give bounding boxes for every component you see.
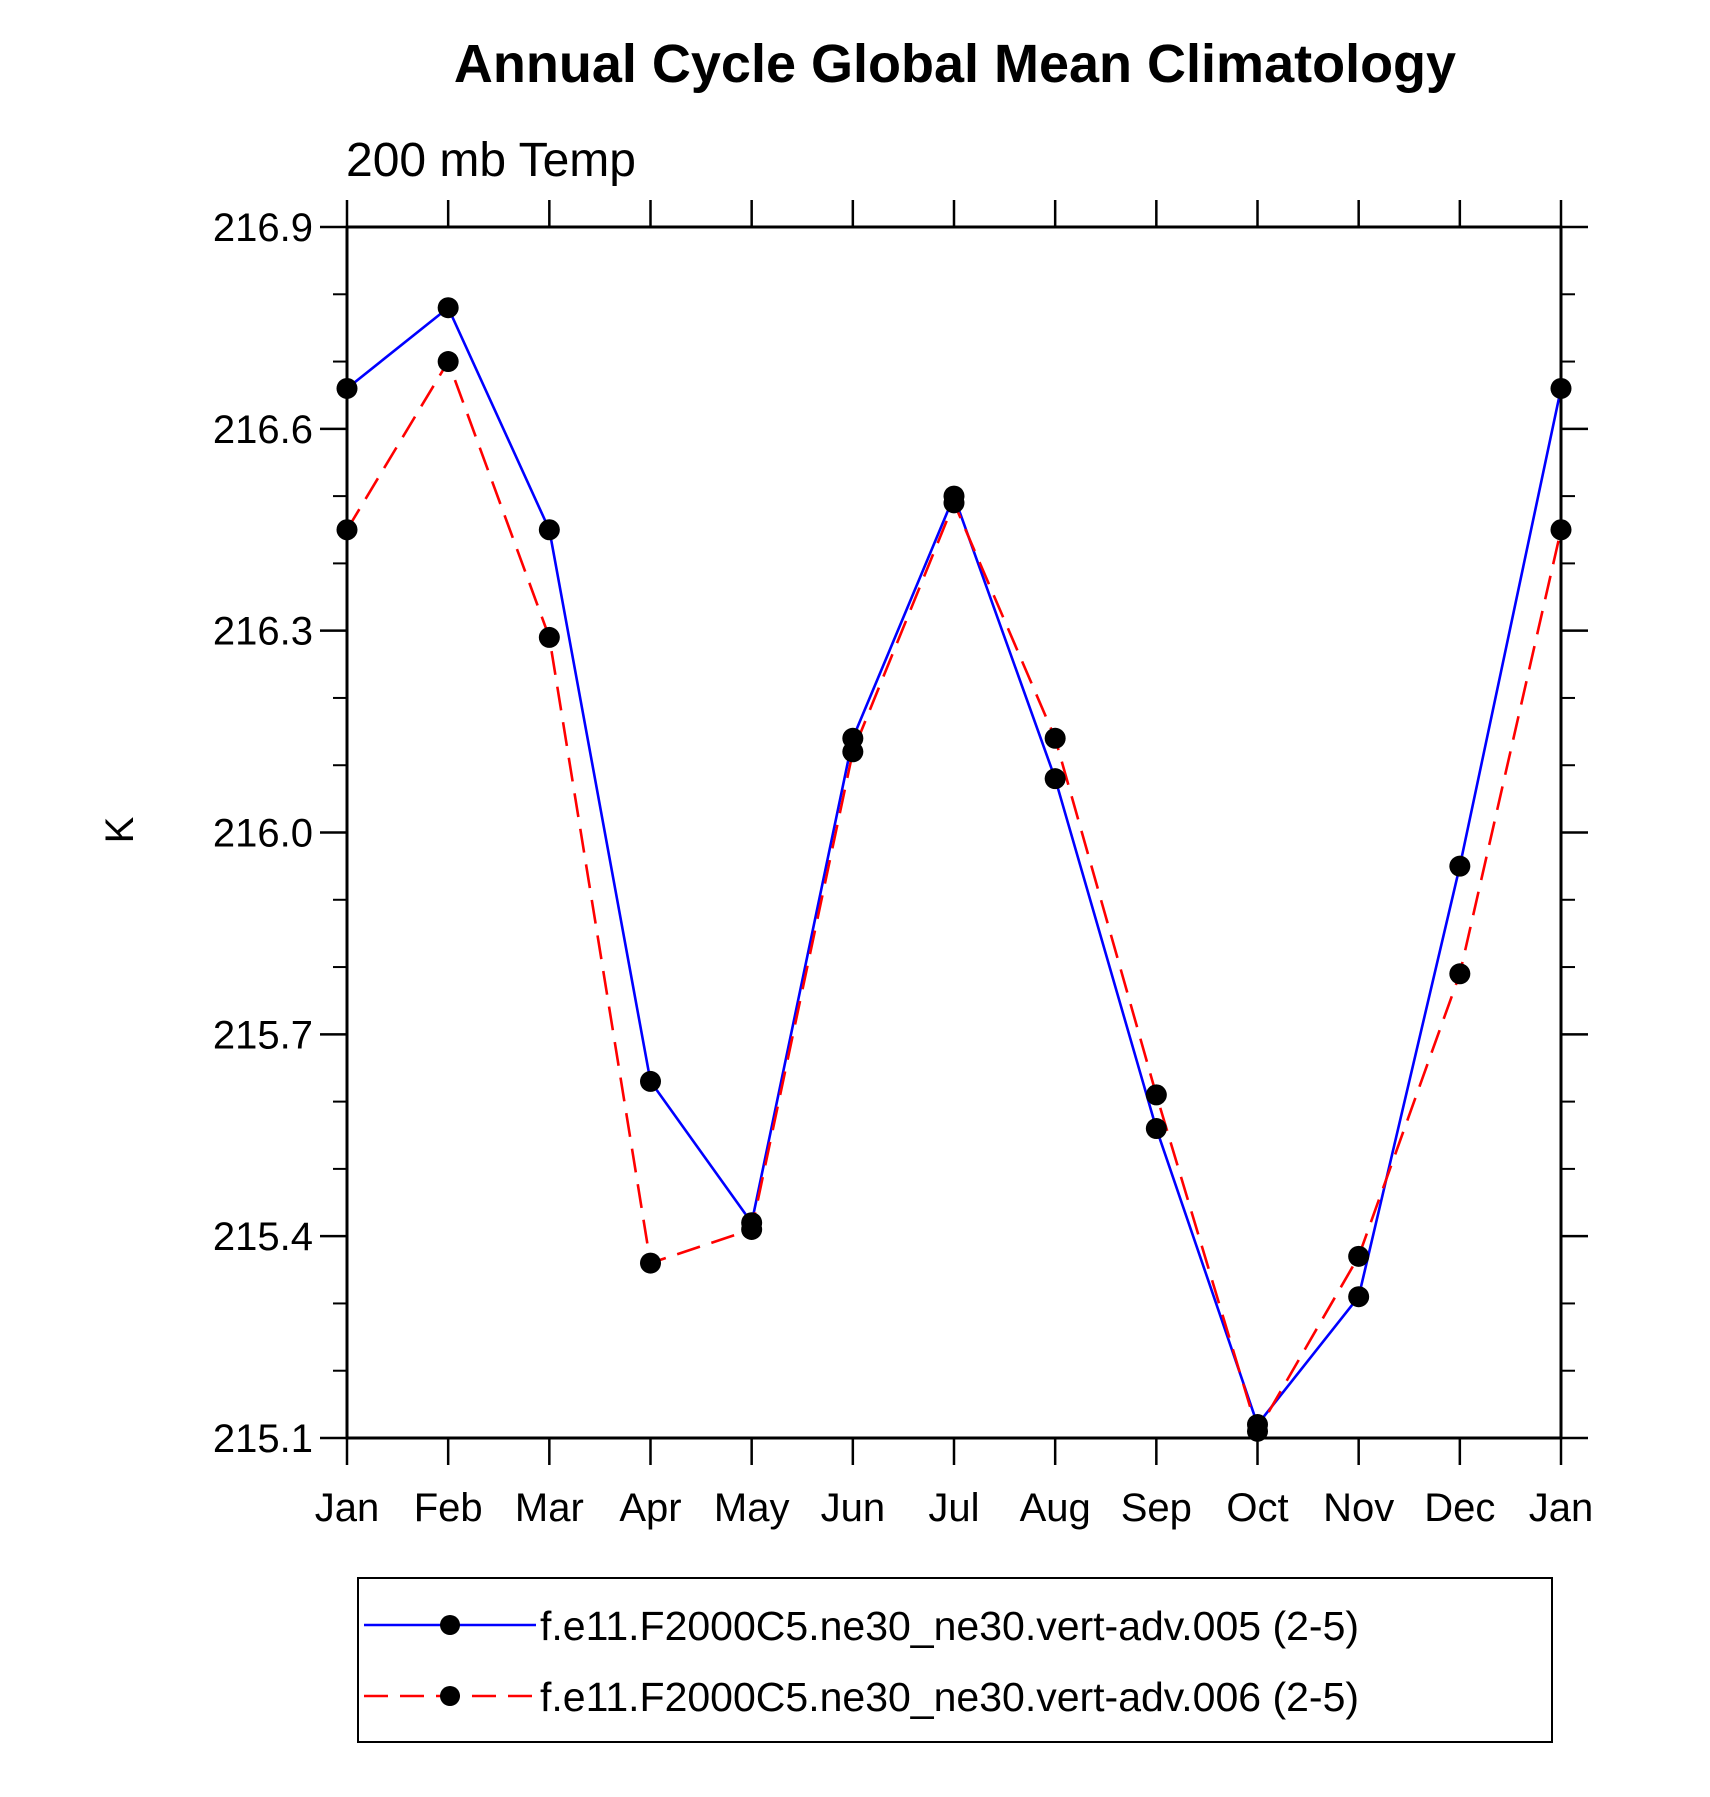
series-1-point: [437, 297, 459, 319]
legend-marker-series-2: [440, 1686, 460, 1706]
x-tick-label: Jun: [821, 1486, 886, 1530]
chart-title: Annual Cycle Global Mean Climatology: [454, 34, 1456, 94]
y-axis-label: K: [98, 816, 142, 843]
series-2-point: [1348, 1245, 1370, 1267]
series-1-point: [1044, 768, 1066, 790]
series-2-point: [842, 741, 864, 763]
series-2-point: [943, 492, 965, 514]
axis-ticks: [320, 200, 1588, 1465]
series-2-point: [640, 1252, 661, 1274]
y-tick-label: 216.0: [213, 812, 313, 856]
series-2-point: [1449, 963, 1471, 985]
series-1-point: [1449, 855, 1471, 877]
x-tick-label: Jan: [315, 1486, 380, 1530]
x-tick-label: Dec: [1424, 1486, 1495, 1530]
x-tick-label: May: [714, 1486, 790, 1530]
x-tick-label: Apr: [619, 1486, 681, 1530]
x-tick-label: Aug: [1020, 1486, 1091, 1530]
y-tick-label: 216.9: [213, 206, 313, 250]
x-tick-label: Sep: [1121, 1486, 1192, 1530]
y-tick-label: 216.3: [213, 610, 313, 654]
y-tick-label: 215.4: [213, 1215, 313, 1259]
series-1-point: [1145, 1118, 1167, 1140]
y-tick-label: 216.6: [213, 408, 313, 452]
series-1-point: [538, 519, 560, 541]
x-tick-label: Oct: [1226, 1486, 1288, 1530]
series-2-point: [538, 626, 560, 648]
series-layer: [336, 297, 1572, 1442]
legend-box: [357, 1577, 1553, 1743]
series-line-1: [346, 306, 1563, 1426]
series-2-point: [741, 1218, 763, 1240]
x-tick-label: Nov: [1323, 1486, 1394, 1530]
series-2-point: [1145, 1084, 1167, 1106]
y-tick-label: 215.1: [213, 1417, 313, 1461]
legend-label-series-1: f.e11.F2000C5.ne30_ne30.vert-adv.005 (2-…: [540, 1603, 1359, 1649]
series-1-point: [1348, 1286, 1370, 1308]
plot-frame: [345, 225, 1563, 1440]
legend-label-series-2: f.e11.F2000C5.ne30_ne30.vert-adv.006 (2-…: [540, 1674, 1359, 1720]
x-tick-label: Jul: [928, 1486, 979, 1530]
x-tick-label: Feb: [414, 1486, 483, 1530]
chart-subtitle: 200 mb Temp: [346, 134, 636, 187]
series-2-point: [1044, 727, 1066, 749]
series-2-point: [437, 351, 459, 373]
series-line-2: [345, 360, 1563, 1433]
legend-marker-series-1: [440, 1615, 460, 1635]
x-tick-label: Mar: [515, 1486, 584, 1530]
y-tick-label: 215.7: [213, 1013, 313, 1057]
series-1-point: [640, 1070, 661, 1092]
x-tick-label: Jan: [1529, 1486, 1594, 1530]
legend: f.e11.F2000C5.ne30_ne30.vert-adv.005 (2-…: [357, 1577, 1553, 1743]
